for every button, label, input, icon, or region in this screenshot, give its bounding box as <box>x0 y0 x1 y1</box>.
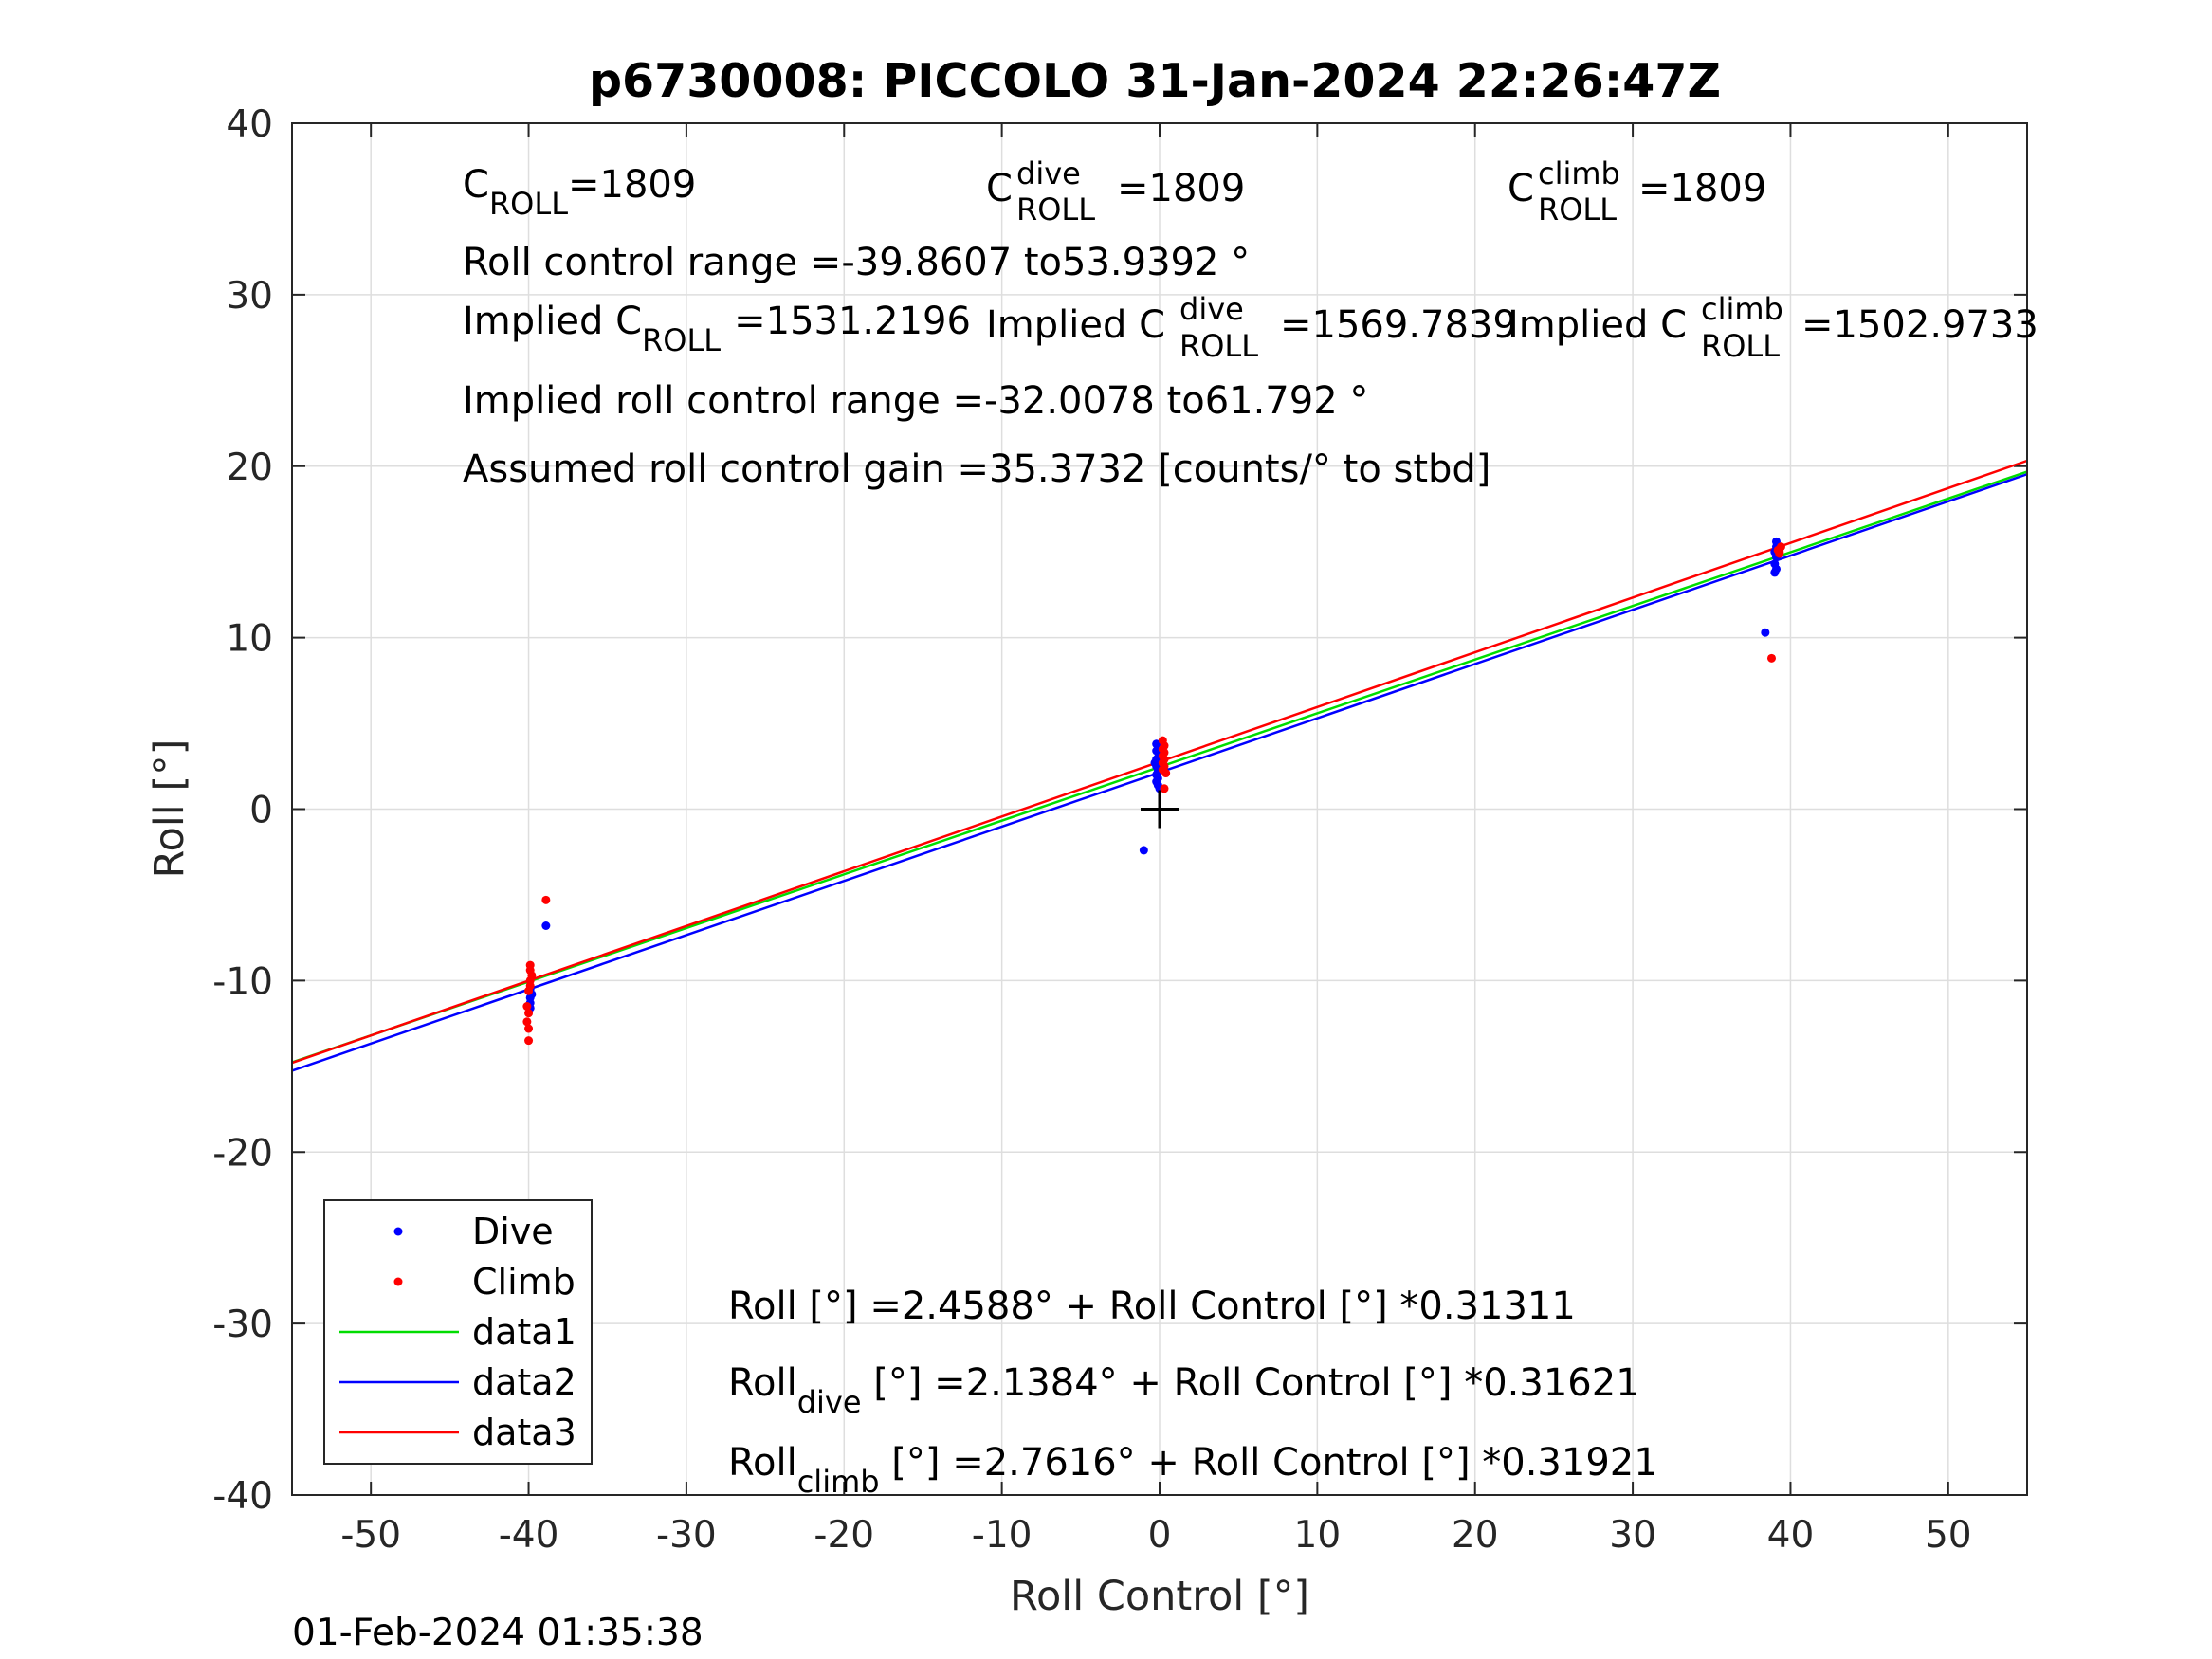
x-tick-label: 20 <box>1452 1514 1499 1557</box>
origin-marker <box>1141 790 1179 829</box>
legend: Dive Climb data1 data2 data3 <box>323 1199 593 1465</box>
x-axis-label: Roll Control [°] <box>1010 1573 1309 1620</box>
annotation-c-roll-climb-value: =1809 <box>1638 167 1766 210</box>
annotation-c-roll-dive-value: =1809 <box>1117 167 1245 210</box>
axes-box <box>291 122 2028 1496</box>
annotation-implied-c-roll-dive-sub: ROLL <box>1179 328 1258 364</box>
annotation-c-roll: CROLL=1809 <box>463 163 696 222</box>
x-tick-label: -20 <box>814 1514 874 1557</box>
dive-point <box>1770 568 1780 577</box>
dive-point <box>1139 846 1148 855</box>
timestamp: 01-Feb-2024 01:35:38 <box>292 1612 704 1654</box>
x-tick-label: 50 <box>1925 1514 1972 1557</box>
x-tick-label: 10 <box>1294 1514 1342 1557</box>
dive-point <box>541 921 551 930</box>
legend-marker-dive <box>393 1227 403 1236</box>
annotation-implied-c-roll-climb-sub: ROLL <box>1701 328 1780 364</box>
annotation-c-roll-dive: C <box>986 167 1013 210</box>
annotation-c-roll-climb-sup: climb <box>1538 155 1620 191</box>
x-tick-label: 0 <box>1148 1514 1172 1557</box>
annotation-fit-climb: Rollclimb [°] =2.7616° + Roll Control [°… <box>728 1441 1658 1500</box>
annotation-c-roll-climb: C <box>1508 167 1534 210</box>
annotation-implied-c-roll-dive-value: =1569.7839 <box>1280 303 1517 347</box>
climb-point <box>524 1024 534 1033</box>
climb-point <box>541 895 551 904</box>
x-tick-label: 30 <box>1609 1514 1656 1557</box>
climb-point <box>1160 784 1169 793</box>
y-tick-label: 0 <box>249 790 273 832</box>
y-tick-label: -30 <box>212 1304 273 1346</box>
annotation-implied-c-roll-dive-sup: dive <box>1179 291 1244 327</box>
legend-label-data2: data2 <box>472 1361 576 1403</box>
annotation-c-roll-climb-sub: ROLL <box>1538 191 1617 228</box>
legend-label-climb: Climb <box>472 1261 576 1303</box>
annotation-assumed-gain: Assumed roll control gain =35.3732 [coun… <box>463 447 1490 491</box>
x-tick-label: 40 <box>1767 1514 1815 1557</box>
y-tick-label: 20 <box>226 447 273 489</box>
dive-point <box>1761 628 1770 637</box>
annotation-implied-c-roll-climb-sup: climb <box>1701 291 1783 327</box>
annotation-roll-control-range: Roll control range =-39.8607 to53.9392 ° <box>463 241 1250 284</box>
x-tick-label: -10 <box>972 1514 1033 1557</box>
climb-point <box>1773 545 1782 555</box>
legend-label-dive: Dive <box>472 1211 554 1252</box>
y-tick-label: -20 <box>212 1132 273 1175</box>
climb-point <box>522 1017 532 1027</box>
climb-point <box>522 1002 532 1012</box>
legend-marker-climb <box>393 1277 403 1286</box>
annotation-implied-roll-control-range: Implied roll control range =-32.0078 to6… <box>463 379 1368 423</box>
climb-point <box>1766 653 1776 663</box>
annotation-implied-c-roll: Implied CROLL =1531.2196 <box>463 300 971 358</box>
y-tick-label: 10 <box>226 618 273 661</box>
climb-point <box>524 986 534 995</box>
annotation-fit-all: Roll [°] =2.4588° + Roll Control [°] *0.… <box>728 1285 1576 1328</box>
y-tick-label: 40 <box>226 103 273 146</box>
x-tick-label: -30 <box>656 1514 717 1557</box>
x-tick-label: -50 <box>340 1514 401 1557</box>
annotation-c-roll-dive-sub: ROLL <box>1016 191 1095 228</box>
chart-title: p6730008: PICCOLO 31-Jan-2024 22:26:47Z <box>589 54 1721 108</box>
annotation-implied-c-roll-dive: Implied C <box>986 303 1165 347</box>
y-tick-label: 30 <box>226 275 273 318</box>
y-tick-label: -40 <box>212 1475 273 1518</box>
climb-point <box>524 1009 534 1018</box>
climb-point <box>524 1036 534 1046</box>
x-tick-label: -40 <box>499 1514 559 1557</box>
scatter-points <box>522 537 1785 1046</box>
axis-ticks: -50 -40 -30 -20 -10 0 10 20 30 40 50 -40 -30 -20 -10 0 1… <box>212 103 2027 1557</box>
y-tick-label: -10 <box>212 960 273 1003</box>
annotation-fit-dive: Rolldive [°] =2.1384° + Roll Control [°]… <box>728 1361 1640 1420</box>
climb-point <box>1161 769 1171 778</box>
legend-label-data1: data1 <box>472 1311 576 1353</box>
annotation-implied-c-roll-climb: Implied C <box>1508 303 1687 347</box>
legend-label-data3: data3 <box>472 1412 576 1453</box>
y-axis-label: Roll [°] <box>146 739 193 879</box>
dive-point <box>1152 739 1161 749</box>
annotation-implied-c-roll-climb-value: =1502.9733 <box>1801 303 2038 347</box>
annotation-c-roll-dive-sup: dive <box>1016 155 1081 191</box>
